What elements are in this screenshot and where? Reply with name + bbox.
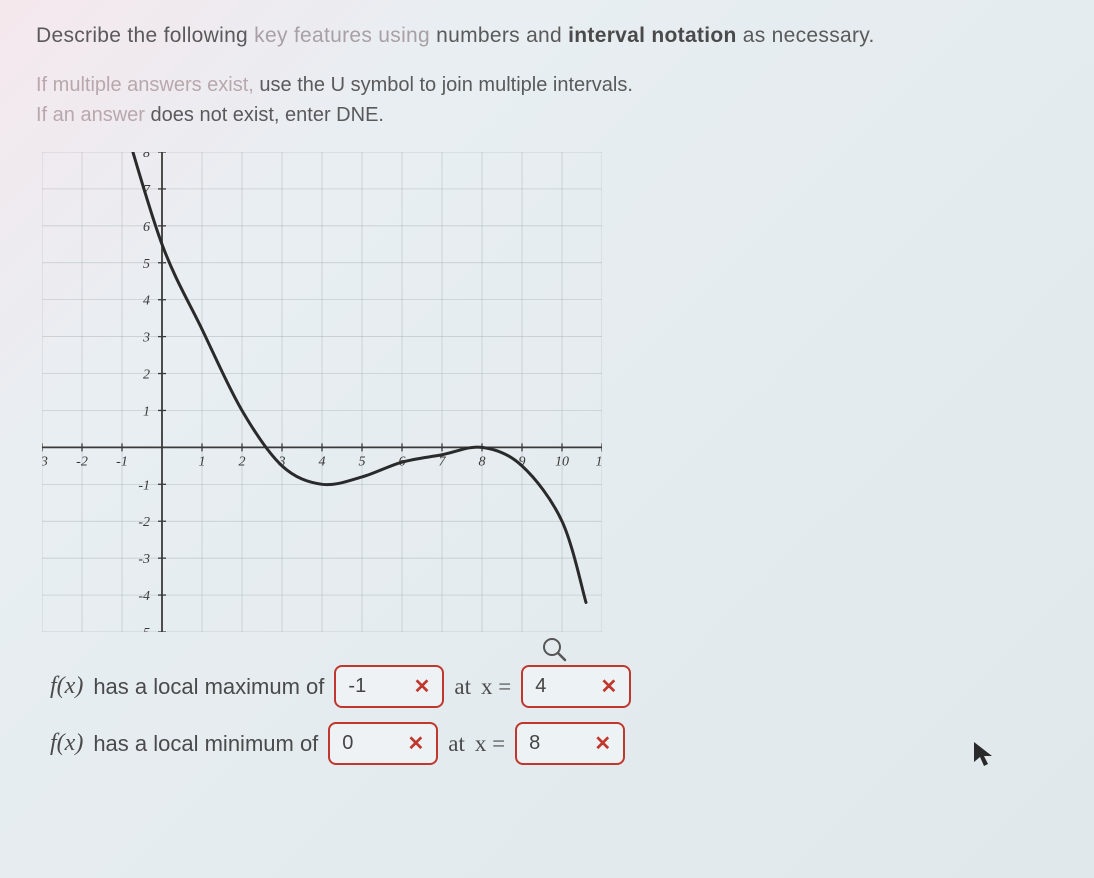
svg-text:-2: -2 bbox=[138, 515, 150, 530]
max-value: -1 bbox=[348, 675, 366, 698]
wrong-icon: ✕ bbox=[408, 731, 425, 756]
function-graph: -3-2-1123456789101187654321-1-2-3-4-5 bbox=[42, 152, 602, 632]
wrong-icon: ✕ bbox=[594, 731, 611, 756]
eq-text-2: x = bbox=[475, 731, 505, 757]
instr1-e: interval notation bbox=[568, 24, 743, 47]
svg-text:11: 11 bbox=[596, 454, 602, 469]
min-value-box[interactable]: 0 ✕ bbox=[328, 722, 438, 765]
instr1-b: key features using bbox=[254, 24, 436, 47]
svg-text:2: 2 bbox=[143, 368, 150, 383]
fx-label-2: f(x) bbox=[50, 730, 83, 757]
svg-text:1: 1 bbox=[199, 454, 206, 469]
at-text-1: at bbox=[454, 674, 471, 700]
instr2-b: use the U symbol to join multiple interv… bbox=[259, 74, 633, 96]
max-x-value: 4 bbox=[535, 675, 546, 698]
svg-text:-3: -3 bbox=[42, 454, 48, 469]
svg-text:-4: -4 bbox=[138, 589, 150, 604]
instr1-d: and bbox=[526, 24, 568, 47]
fx-label-1: f(x) bbox=[50, 673, 83, 700]
max-x-box[interactable]: 4 ✕ bbox=[521, 665, 631, 708]
svg-text:3: 3 bbox=[142, 331, 150, 346]
instr1-a: Describe the following bbox=[36, 24, 254, 47]
wrong-icon: ✕ bbox=[600, 674, 617, 699]
svg-text:-1: -1 bbox=[116, 454, 128, 469]
cursor-icon bbox=[972, 740, 994, 773]
svg-text:8: 8 bbox=[143, 152, 150, 161]
svg-text:-5: -5 bbox=[138, 626, 150, 632]
instruction-line-1: Describe the following key features usin… bbox=[36, 24, 1058, 48]
instr1-c: numbers bbox=[436, 24, 526, 47]
answer-row-max: f(x) has a local maximum of -1 ✕ at x = … bbox=[50, 665, 1058, 708]
at-text-2: at bbox=[448, 731, 465, 757]
graph-container: -3-2-1123456789101187654321-1-2-3-4-5 bbox=[42, 152, 1058, 637]
svg-text:-3: -3 bbox=[138, 552, 150, 567]
instr3-a: If an answer bbox=[36, 104, 151, 126]
min-x-value: 8 bbox=[529, 732, 540, 755]
svg-text:1: 1 bbox=[143, 404, 150, 419]
svg-text:5: 5 bbox=[359, 454, 366, 469]
answers-block: f(x) has a local maximum of -1 ✕ at x = … bbox=[50, 665, 1058, 765]
eq-text-1: x = bbox=[481, 674, 511, 700]
svg-text:8: 8 bbox=[479, 454, 486, 469]
magnify-icon[interactable] bbox=[540, 635, 568, 668]
svg-text:-1: -1 bbox=[138, 478, 150, 493]
svg-text:10: 10 bbox=[555, 454, 569, 469]
svg-text:-2: -2 bbox=[76, 454, 88, 469]
max-text: has a local maximum of bbox=[93, 674, 324, 700]
svg-text:5: 5 bbox=[143, 257, 150, 272]
instr1-f: as necessary. bbox=[743, 24, 875, 47]
answer-row-min: f(x) has a local minimum of 0 ✕ at x = 8… bbox=[50, 722, 1058, 765]
instr3-b: does not exist, enter DNE. bbox=[151, 104, 384, 126]
svg-text:6: 6 bbox=[143, 220, 150, 235]
instr2-a: If multiple answers exist, bbox=[36, 74, 259, 96]
min-x-box[interactable]: 8 ✕ bbox=[515, 722, 625, 765]
wrong-icon: ✕ bbox=[414, 674, 431, 699]
max-value-box[interactable]: -1 ✕ bbox=[334, 665, 444, 708]
svg-text:2: 2 bbox=[239, 454, 246, 469]
svg-text:4: 4 bbox=[143, 294, 150, 309]
min-text: has a local minimum of bbox=[93, 731, 318, 757]
min-value: 0 bbox=[342, 732, 353, 755]
svg-text:4: 4 bbox=[319, 454, 326, 469]
instruction-line-2: If multiple answers exist, use the U sym… bbox=[36, 70, 1058, 130]
